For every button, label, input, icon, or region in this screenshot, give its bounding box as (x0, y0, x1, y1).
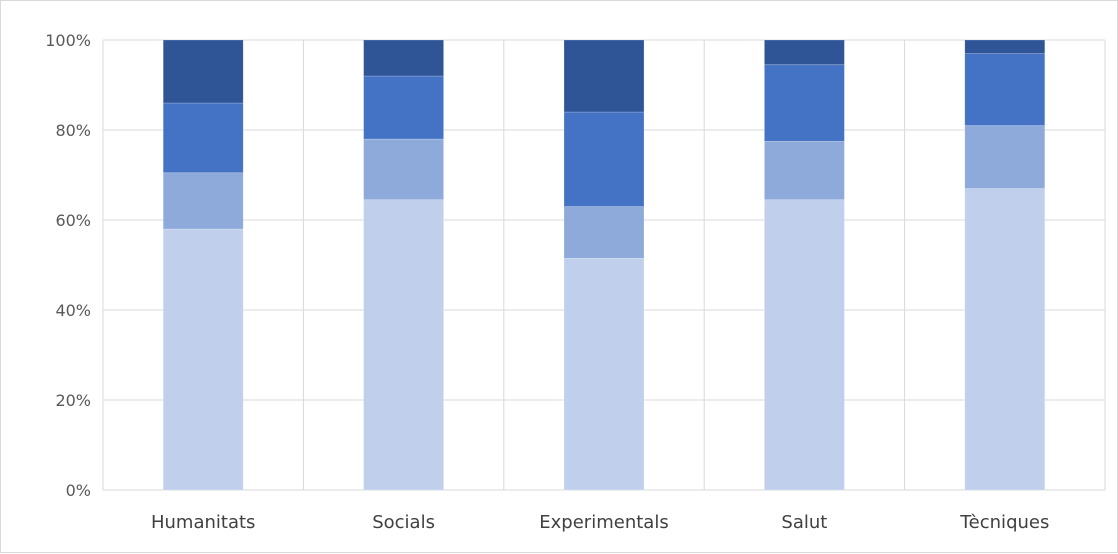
bar-segment (363, 199, 444, 491)
bar-segment (162, 228, 244, 491)
bar-segment (363, 138, 444, 201)
bars-layer (162, 39, 1046, 491)
x-category-label: Tècniques (959, 512, 1049, 533)
bar-segment (363, 39, 444, 77)
y-tick-label: 40% (55, 301, 91, 320)
bar-segment (363, 75, 444, 140)
bar-segment (964, 39, 1046, 54)
labels-layer: 0% 20% 40% 60% 80% 100% Humanitats Socials Exper… (45, 31, 1049, 533)
bar-segment (964, 125, 1046, 189)
x-category-label: Experimentals (539, 512, 668, 533)
y-tick-label: 100% (45, 31, 91, 50)
x-category-label: Socials (372, 512, 435, 533)
bar-segment (764, 199, 845, 491)
bar-segment (162, 172, 244, 230)
y-tick-label: 80% (55, 121, 91, 140)
bar-segment (764, 39, 845, 66)
bar-segment (563, 39, 645, 113)
bar-segment (964, 188, 1046, 491)
bar-segment (162, 102, 244, 174)
x-category-label: Humanitats (151, 512, 255, 533)
bar-segment (764, 64, 845, 142)
x-category-label: Salut (781, 512, 827, 533)
bar-segment (563, 206, 645, 259)
bar-segment (563, 257, 645, 491)
bar-segment (964, 53, 1046, 126)
y-tick-label: 60% (55, 211, 91, 230)
y-tick-label: 0% (66, 481, 91, 500)
y-tick-label: 20% (55, 391, 91, 410)
bar-segment (764, 140, 845, 201)
bar-segment (162, 39, 244, 104)
bar-segment (563, 111, 645, 207)
